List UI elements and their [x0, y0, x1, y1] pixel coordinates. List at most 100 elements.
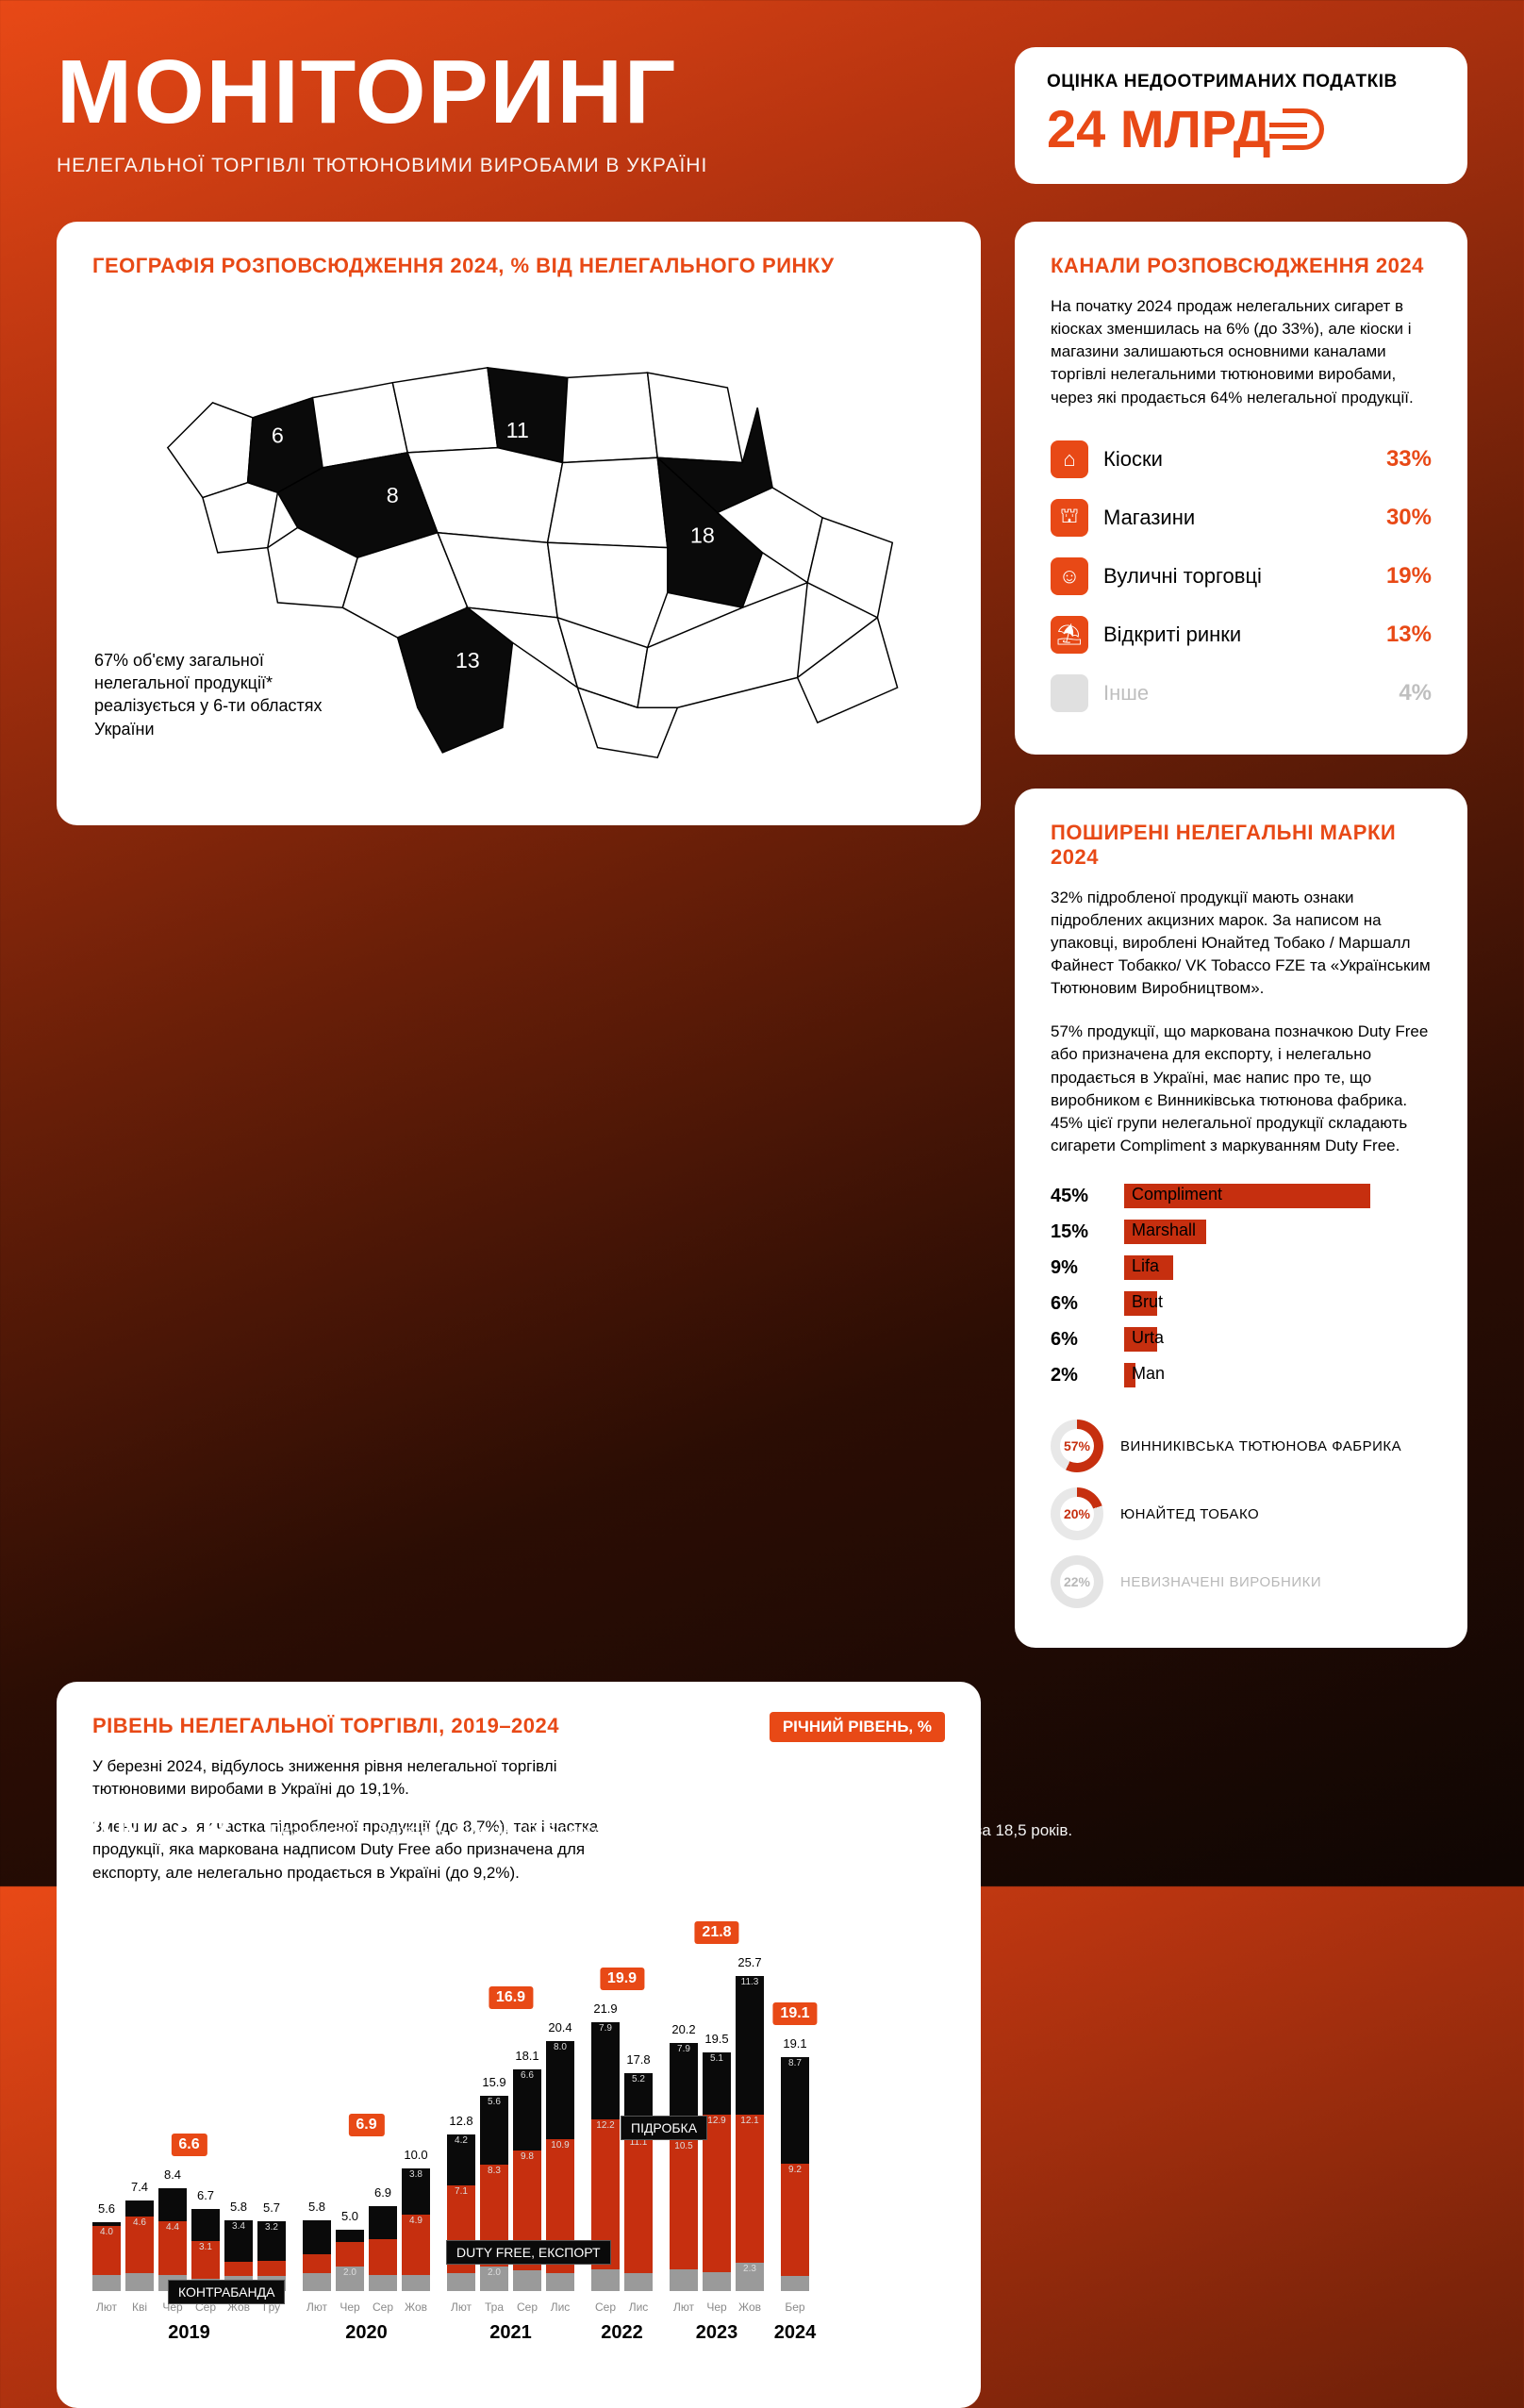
seg-contraband [92, 2275, 121, 2291]
map-wrap: 6811101813 [132, 288, 943, 788]
seg-contraband [513, 2270, 541, 2291]
seg-dutyfree [336, 2242, 364, 2267]
donut-label: ЮНАЙТЕД ТОБАКО [1120, 1506, 1259, 1522]
region [798, 618, 898, 722]
annual-tag: 6.6 [171, 2134, 207, 2156]
bar-col: 10.0 3.8 4.9 Жов [402, 2168, 430, 2291]
bar-total: 20.2 [671, 2022, 695, 2036]
region [648, 373, 743, 462]
channel-label: Відкриті ринки [1103, 623, 1371, 647]
channel-row: ⌂ Кіоски 33% [1051, 430, 1432, 489]
tax-value-text: 24 МЛРД [1047, 98, 1271, 159]
brands-text2: 57% продукції, що маркована позначкою Du… [1051, 1021, 1432, 1157]
seg-counterfeit: 3.4 [224, 2220, 253, 2262]
channel-pct: 19% [1386, 563, 1432, 590]
channel-row: ☺ Вуличні торговці 19% [1051, 547, 1432, 606]
seg-contraband [447, 2273, 475, 2292]
bar-total: 15.9 [482, 2075, 505, 2089]
brand-pct: 15% [1051, 1221, 1111, 1243]
logo-bold: ANTAR [85, 1807, 232, 1853]
bar-col: 5.0 2.0 Чер [336, 2230, 364, 2291]
year-label: 2021 [489, 2322, 532, 2344]
logo-light: K [57, 1807, 85, 1853]
footer: KANTAR Перша хвиля, березень 2024 рік, 3… [57, 1807, 1467, 1854]
brand-bar-wrap: Lifa [1124, 1255, 1432, 1280]
tax-card: ОЦІНКА НЕДООТРИМАНИХ ПОДАТКІВ 24 МЛРД [1015, 47, 1467, 184]
bar-total: 19.1 [783, 2036, 806, 2051]
brand-name: Urta [1132, 1328, 1164, 1348]
title-block: МОНІТОРИНГ НЕЛЕГАЛЬНОЇ ТОРГІВЛІ ТЮТЮНОВИ… [57, 47, 986, 177]
year-group: 19.1 8.7 9.2 Бер202419.1 [781, 2057, 809, 2291]
seg-contraband [402, 2275, 430, 2291]
seg-dutyfree: 9.2 [781, 2164, 809, 2277]
brand-name: Marshall [1132, 1221, 1196, 1240]
channel-icon: ⌂ [1051, 440, 1088, 478]
annual-tag: 16.9 [489, 1986, 533, 2009]
region [563, 373, 658, 462]
brand-row: 15% Marshall [1051, 1214, 1432, 1250]
seg-dutyfree: 4.0 [92, 2226, 121, 2275]
level-card: РІВЕНЬ НЕЛЕГАЛЬНОЇ ТОРГІВЛІ, 2019–2024 Р… [57, 1682, 981, 2408]
year-label: 2024 [774, 2322, 817, 2344]
brand-bar-wrap: Brut [1124, 1291, 1432, 1316]
seg-counterfeit [125, 2200, 154, 2217]
brands-text1: 32% підробленої продукції мають ознаки п… [1051, 887, 1432, 1001]
seg-counterfeit: 3.2 [257, 2221, 286, 2261]
seg-contraband [369, 2275, 397, 2291]
donut-pct: 22% [1060, 1565, 1094, 1599]
annual-tag: 21.8 [694, 1921, 738, 1944]
year-group: 5.6 4.0 Лют 7.4 4.6 Кві 8.4 4.4 Чер 6.7 … [92, 2188, 286, 2291]
region-label: 10 [701, 423, 725, 447]
year-group: 5.8 Лют 5.0 2.0 Чер 6.9 Сер 10.0 3.8 4.9 [303, 2168, 430, 2291]
seg-contraband [624, 2273, 653, 2292]
donut-icon: 57% [1051, 1420, 1103, 1472]
year-label: 2023 [696, 2322, 738, 2344]
seg-counterfeit: 7.9 [591, 2022, 620, 2119]
region [548, 457, 668, 547]
brand-pct: 2% [1051, 1365, 1111, 1387]
month-label: Чер [706, 2300, 726, 2314]
seg-contraband [703, 2272, 731, 2291]
channel-row: ⛫ Магазини 30% [1051, 489, 1432, 547]
bar-col: 8.4 4.4 Чер [158, 2188, 187, 2291]
year-label: 2022 [601, 2322, 643, 2344]
main-title: МОНІТОРИНГ [57, 47, 986, 138]
seg-counterfeit: 3.8 [402, 2168, 430, 2215]
brand-bar-wrap: Urta [1124, 1327, 1432, 1352]
seg-dutyfree: 11.1 [624, 2136, 653, 2272]
month-label: Лют [673, 2300, 694, 2314]
channel-row: ⛱ Відкриті ринки 13% [1051, 606, 1432, 664]
brand-name: Man [1132, 1364, 1165, 1384]
seg-dutyfree [257, 2261, 286, 2277]
bar-col: 12.8 4.2 7.1 Лют [447, 2134, 475, 2291]
channel-pct: 30% [1386, 505, 1432, 531]
bar-total: 5.8 [308, 2200, 325, 2214]
seg-contraband [546, 2273, 574, 2292]
seg-counterfeit: 8.0 [546, 2041, 574, 2139]
bar-total: 5.7 [263, 2200, 280, 2215]
seg-dutyfree: 10.5 [670, 2140, 698, 2269]
tax-label: ОЦІНКА НЕДООТРИМАНИХ ПОДАТКІВ [1047, 72, 1435, 92]
seg-counterfeit: 6.6 [513, 2069, 541, 2151]
donut-icon: 20% [1051, 1487, 1103, 1540]
brands-title: ПОШИРЕНІ НЕЛЕГАЛЬНІ МАРКИ 2024 [1051, 821, 1432, 870]
region-label: 11 [506, 418, 529, 442]
donuts-list: 57% ВИННИКІВСЬКА ТЮТЮНОВА ФАБРИКА 20% ЮН… [1051, 1412, 1432, 1616]
brand-pct: 9% [1051, 1257, 1111, 1279]
channel-icon: ☺ [1051, 557, 1088, 595]
bar-col: 5.8 Лют [303, 2220, 331, 2291]
month-label: Сер [373, 2300, 393, 2314]
brand-name: Brut [1132, 1292, 1163, 1312]
channel-icon: ⛱ [1051, 616, 1088, 654]
bar-col: 17.8 5.2 11.1 Лис [624, 2073, 653, 2291]
map-title: ГЕОГРАФІЯ РОЗПОВСЮДЖЕННЯ 2024, % ВІД НЕЛ… [92, 254, 945, 278]
seg-counterfeit [303, 2220, 331, 2254]
month-label: Лют [451, 2300, 472, 2314]
seg-contraband: 2.0 [480, 2267, 508, 2291]
bar-col: 25.7 11.3 12.1 2.3 Жов [736, 1976, 764, 2291]
map-card: ГЕОГРАФІЯ РОЗПОВСЮДЖЕННЯ 2024, % ВІД НЕЛ… [57, 222, 981, 825]
brand-pct: 6% [1051, 1329, 1111, 1351]
bar-total: 20.4 [548, 2020, 572, 2034]
seg-dutyfree: 4.4 [158, 2221, 187, 2275]
brands-card: ПОШИРЕНІ НЕЛЕГАЛЬНІ МАРКИ 2024 32% підро… [1015, 789, 1467, 1648]
